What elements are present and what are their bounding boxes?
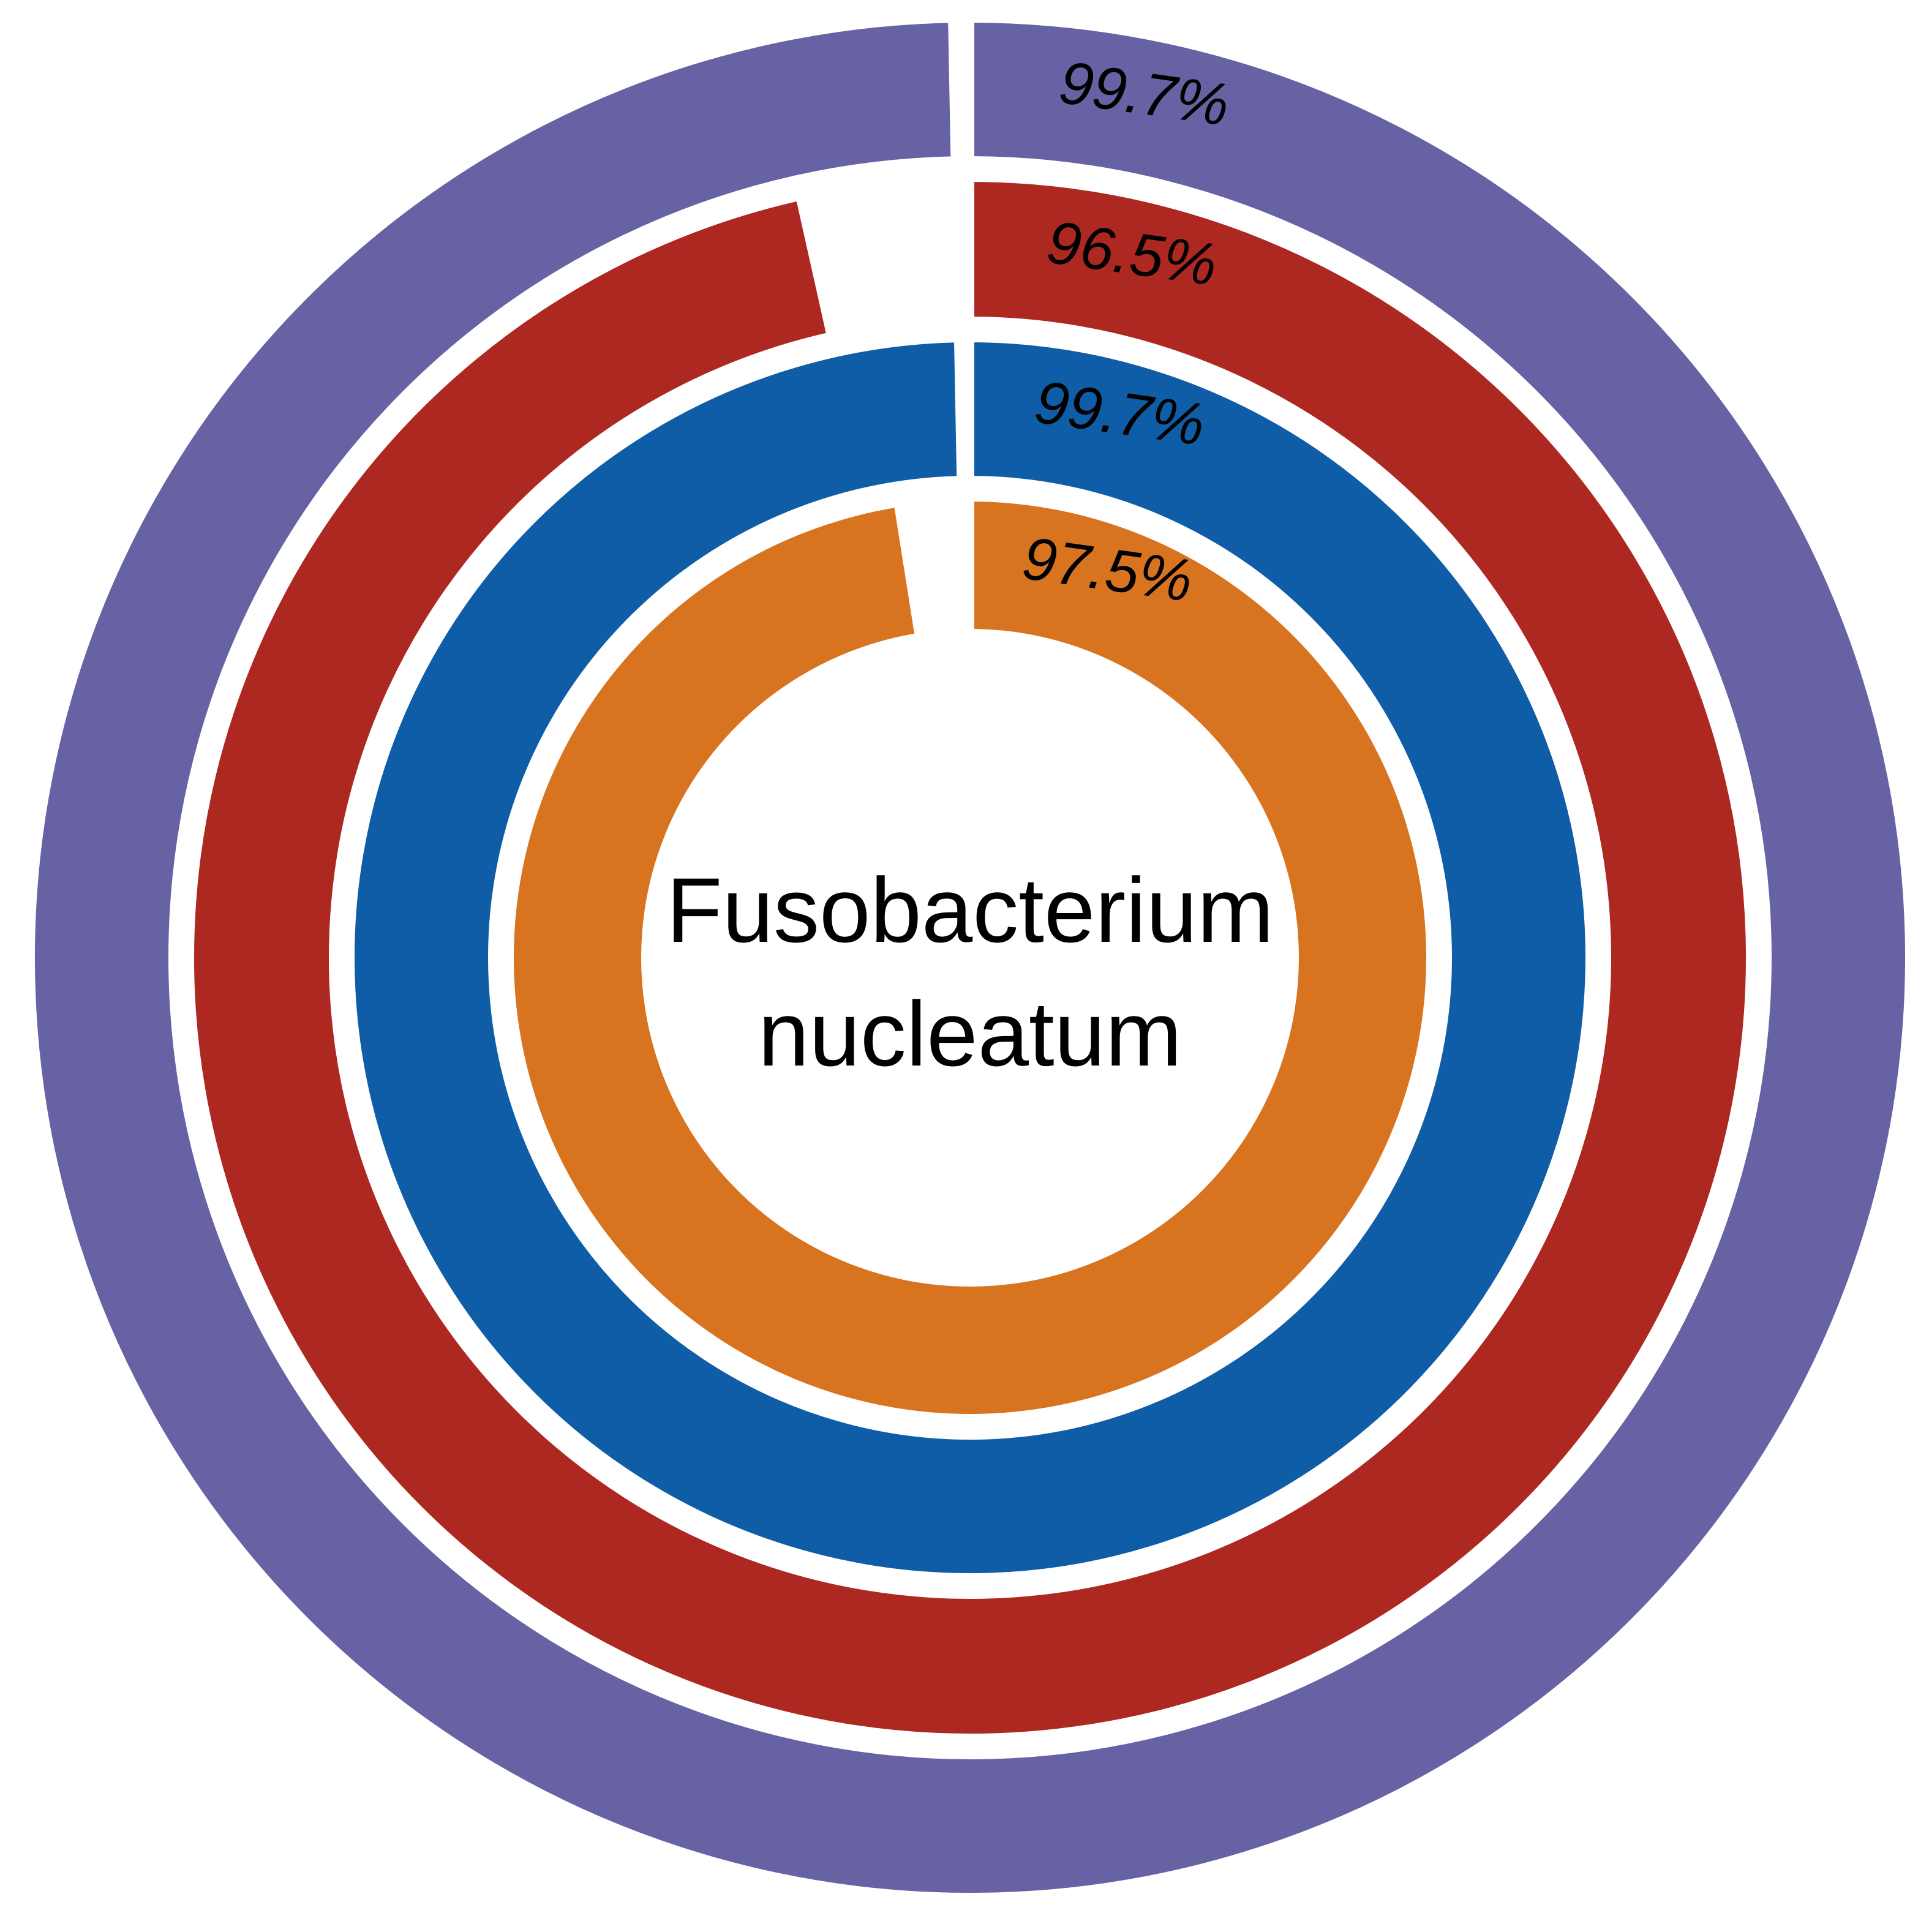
ring-segment-2	[186, 173, 1754, 1742]
center-label-line-1: Fusobacterium	[666, 859, 1274, 961]
center-label-line-2: nucleatum	[758, 982, 1182, 1085]
ring-segment-4	[505, 492, 1435, 1423]
ring-segment-1	[26, 13, 1914, 1901]
ring-segment-3	[346, 333, 1595, 1582]
rings-layer	[26, 13, 1914, 1901]
